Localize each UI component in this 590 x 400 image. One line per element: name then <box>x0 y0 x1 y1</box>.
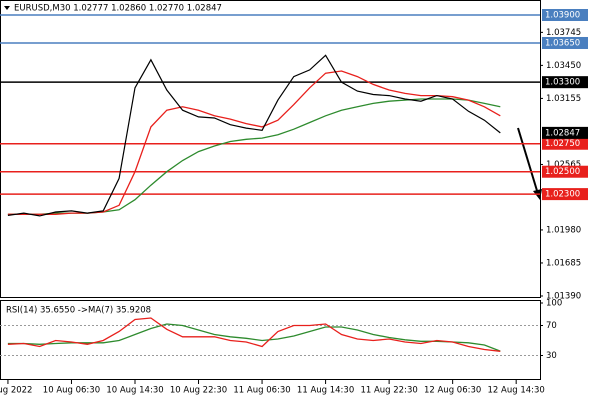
chart-title: EURUSD,M30 1.02777 1.02860 1.02770 1.028… <box>14 4 222 14</box>
series-line <box>7 70 501 215</box>
x-tick-label: 11 Aug 22:30 <box>360 386 417 396</box>
level-label: 1.02500 <box>545 167 580 177</box>
level-label-box <box>542 9 588 22</box>
y-tick-label: 1.03450 <box>546 61 581 71</box>
level-label: 1.03650 <box>545 38 580 48</box>
main-frame <box>0 0 541 298</box>
y-tick-label: 70 <box>546 321 557 331</box>
x-tick-label: 10 Aug 14:30 <box>106 386 163 396</box>
y-tick-label: 1.02565 <box>546 160 581 170</box>
y-tick-label: 30 <box>546 351 557 361</box>
x-tick-label: 12 Aug 14:30 <box>488 386 545 396</box>
level-label-box <box>542 137 588 150</box>
level-label-box <box>542 36 588 49</box>
series-line <box>7 98 501 215</box>
y-tick-label: 1.03745 <box>546 28 581 38</box>
x-tick-label: 10 Aug 22:30 <box>170 386 227 396</box>
level-label: 1.03300 <box>545 78 580 88</box>
price-label-box <box>542 126 588 139</box>
x-tick-label: 12 Aug 06:30 <box>424 386 481 396</box>
rsi-frame <box>0 300 541 380</box>
x-tick-label: 9 Aug 2022 <box>0 386 32 396</box>
x-tick-label: 11 Aug 14:30 <box>297 386 354 396</box>
y-tick-label: 1.01390 <box>546 291 581 301</box>
level-label: 1.02300 <box>545 190 580 200</box>
series-line <box>7 317 501 352</box>
y-tick-label: 1.01980 <box>546 225 581 235</box>
y-tick-label: 100 <box>546 299 562 309</box>
x-tick-label: 10 Aug 06:30 <box>43 386 100 396</box>
arrow <box>517 127 539 195</box>
rsi-title: RSI(14) 35.6550 ->MA(7) 35.9208 <box>6 306 151 316</box>
price-label: 1.02847 <box>545 128 580 138</box>
level-label-box <box>542 188 588 201</box>
series-line <box>7 54 501 217</box>
level-label-box <box>542 76 588 89</box>
collapse-icon <box>4 6 10 10</box>
level-label: 1.03900 <box>545 11 580 21</box>
level-label: 1.02750 <box>545 139 580 149</box>
level-label-box <box>542 165 588 178</box>
y-tick-label: 1.01685 <box>546 258 581 268</box>
x-tick-label: 11 Aug 06:30 <box>233 386 290 396</box>
y-tick-label: 1.03155 <box>546 94 581 104</box>
series-line <box>7 323 501 352</box>
